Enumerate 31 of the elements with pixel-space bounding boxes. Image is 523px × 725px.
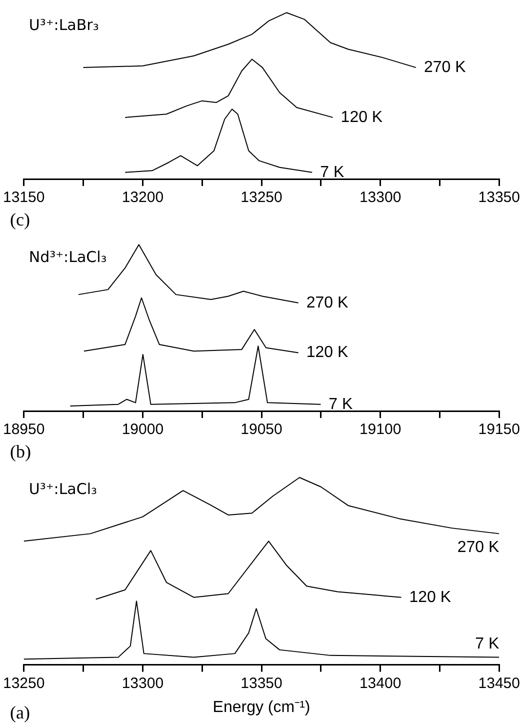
x-tick-label: 13450	[478, 674, 520, 692]
x-tick-label: 13300	[359, 189, 402, 206]
series-label: 7 K	[320, 164, 344, 181]
x-tick-label: 19150	[478, 421, 520, 438]
text: (b)	[10, 442, 31, 462]
series-label: 7 K	[328, 396, 354, 413]
x-tick-label: 18950	[2, 421, 45, 438]
x-tick-label: 13350	[478, 189, 520, 206]
annotation: U³⁺:LaCl₃	[28, 480, 98, 498]
x-tick-label: 19100	[359, 421, 402, 438]
x-tick-label: 19000	[122, 421, 164, 438]
series-label: 7 K	[475, 636, 500, 653]
text: (c)	[10, 210, 30, 230]
x-tick-label: 13300	[122, 674, 164, 692]
x-tick-label: 13250	[240, 189, 282, 206]
x-tick-label: 13200	[122, 189, 164, 206]
x-tick-label: 13250	[2, 674, 45, 692]
text: (a)	[10, 702, 30, 723]
series-label: 270 K	[424, 58, 466, 76]
series-label: 270 K	[457, 539, 500, 556]
series-label: 270 K	[306, 294, 348, 312]
series-label: 120 K	[409, 588, 452, 606]
x-tick-label: 13400	[359, 674, 402, 692]
annotation: U³⁺:LaBr₃	[28, 16, 99, 34]
series-label: 120 K	[340, 108, 383, 126]
series-label: 120 K	[306, 344, 348, 362]
x-tick-label: 13150	[2, 189, 45, 206]
annotation: Nd³⁺:LaCl₃	[28, 248, 107, 266]
x-axis-title: Energy (cm⁻¹)	[212, 698, 310, 716]
x-tick-label: 13350	[240, 674, 282, 692]
x-tick-label: 19050	[240, 421, 282, 438]
